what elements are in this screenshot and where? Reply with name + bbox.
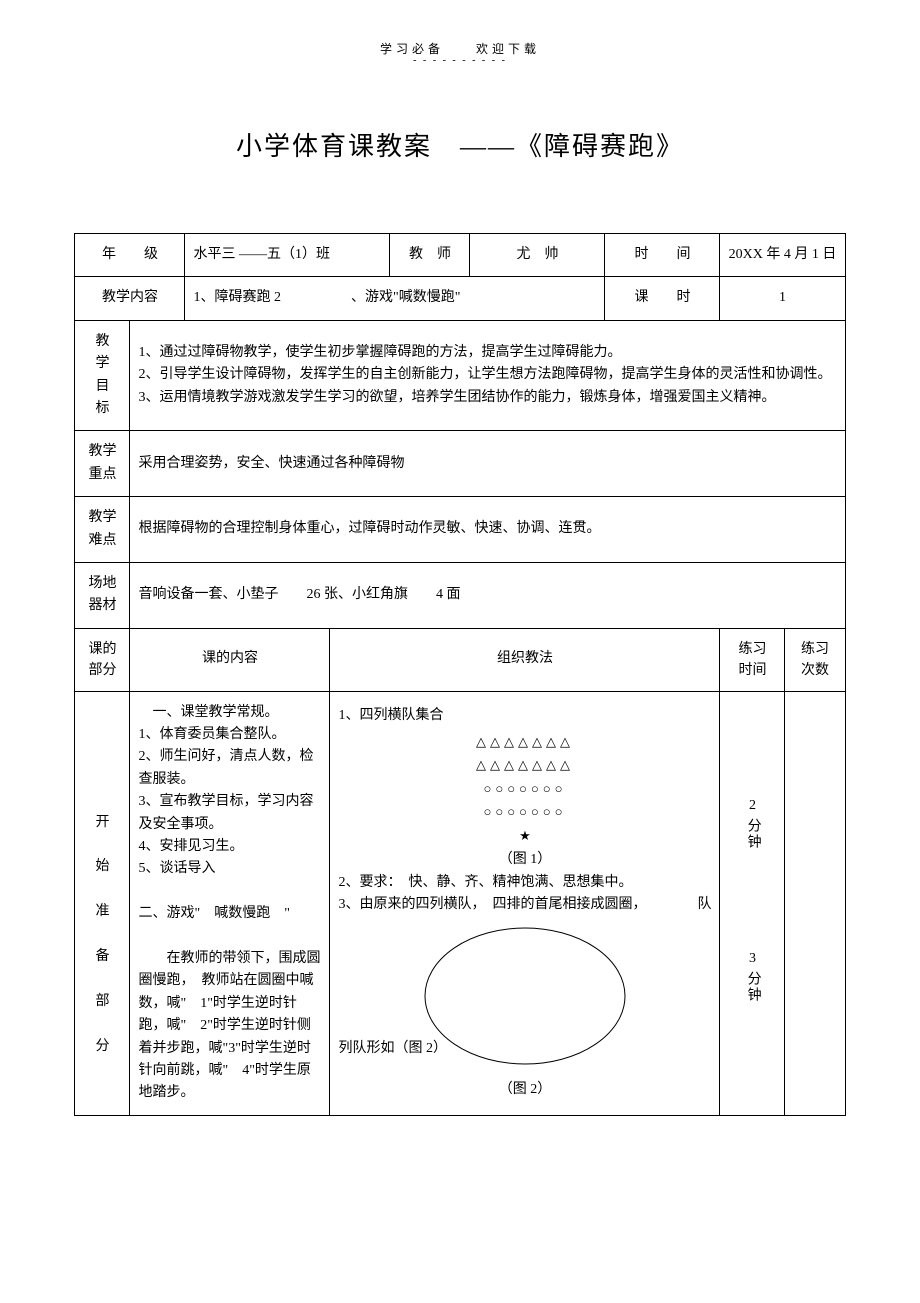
objectives-label: 教 学 目 标 (75, 320, 130, 431)
grade-label: 年 级 (75, 234, 185, 277)
s1-char-0: 开 (95, 815, 109, 830)
s1-char-2: 准 (95, 904, 109, 919)
formation-star: ★ (338, 826, 711, 846)
teacher-value: 尤 帅 (470, 234, 605, 277)
time2-num: 3 (749, 951, 756, 966)
hdr-content: 课的内容 (130, 628, 330, 691)
difficulty-label: 教学难点 (75, 497, 130, 563)
hdr-part: 课的部分 (75, 628, 130, 691)
hdr-method: 组织教法 (330, 628, 720, 691)
s1-char-1: 始 (95, 859, 109, 874)
section1-part: 开 始 准 备 部 分 (75, 691, 130, 1115)
lesson-plan-table: 年 级 水平三 ——五（1）班 教 师 尤 帅 时 间 20XX 年 4 月 1… (74, 233, 845, 1116)
obj-char-1: 学 (95, 356, 109, 371)
keypoint-label: 教学重点 (75, 431, 130, 497)
time-block-2: 3 分钟 (728, 948, 776, 1011)
section1-time: 2 分钟 3 分钟 (720, 691, 785, 1115)
method-line3-a: 3、由原来的四列横队， 四排的首尾相接成圆圈， (338, 897, 646, 912)
hdr-time: 练习时间 (720, 628, 785, 691)
time-label: 时 间 (605, 234, 720, 277)
time-value: 20XX 年 4 月 1 日 (720, 234, 845, 277)
content-label: 教学内容 (75, 277, 185, 320)
teacher-label: 教 师 (390, 234, 470, 277)
header-note-right: 欢迎下载 (476, 42, 540, 56)
formation-tri-1: △△△△△△△ (338, 732, 711, 752)
method-line1: 1、四列横队集合 (338, 705, 711, 727)
section1-reps (785, 691, 845, 1115)
method-line3-b: 队 (697, 894, 711, 916)
s1-char-3: 备 (95, 949, 109, 964)
grade-value: 水平三 ——五（1）班 (185, 234, 390, 277)
method-line4-text: 列队形如（图 2） (338, 1041, 447, 1056)
header-note-left: 学习必备 (380, 42, 444, 56)
content-value: 1、障碍赛跑 2 、游戏"喊数慢跑" (185, 277, 605, 320)
method-line3: 3、由原来的四列横队， 四排的首尾相接成圆圈， 队 (338, 894, 711, 916)
hdr-reps: 练习次数 (785, 628, 845, 691)
s1-char-5: 分 (95, 1039, 109, 1054)
obj-char-2: 目 (95, 379, 109, 394)
formation-tri-2: △△△△△△△ (338, 755, 711, 775)
time1-unit: 分钟 (741, 818, 763, 850)
objectives-text: 1、通过过障碍物教学，使学生初步掌握障碍跑的方法，提高学生过障碍能力。 2、引导… (130, 320, 845, 431)
method-line4: 列队形如（图 2） (338, 1038, 711, 1060)
page-title: 小学体育课教案 ——《障碍赛跑》 (0, 126, 920, 163)
venue-text: 音响设备一套、小垫子 26 张、小红角旗 4 面 (130, 562, 845, 628)
time1-num: 2 (749, 798, 756, 813)
obj-char-0: 教 (95, 334, 109, 349)
obj-char-3: 标 (95, 401, 109, 416)
section1-content: 一、课堂教学常规。 1、体育委员集合整队。 2、师生问好，清点人数，检查服装。 … (130, 691, 330, 1115)
fig2-label: （图 2） (338, 1079, 711, 1101)
keypoint-text: 采用合理姿势，安全、快速通过各种障碍物 (130, 431, 845, 497)
s1-char-4: 部 (95, 994, 109, 1009)
venue-label: 场地器材 (75, 562, 130, 628)
formation-cir-1: ○○○○○○○ (338, 779, 711, 799)
header-dashes: - - - - - - - - - - (0, 55, 920, 66)
method-line2: 2、要求： 快、静、齐、精神饱满、思想集中。 (338, 872, 711, 894)
period-value: 1 (720, 277, 845, 320)
section1-method: 1、四列横队集合 △△△△△△△ △△△△△△△ ○○○○○○○ ○○○○○○○… (330, 691, 720, 1115)
difficulty-text: 根据障碍物的合理控制身体重心，过障碍时动作灵敏、快速、协调、连贯。 (130, 497, 845, 563)
time-block-1: 2 分钟 (728, 795, 776, 858)
fig1-label: （图 1） (338, 849, 711, 871)
formation-cir-2: ○○○○○○○ (338, 802, 711, 822)
time2-unit: 分钟 (741, 971, 763, 1003)
period-label: 课 时 (605, 277, 720, 320)
